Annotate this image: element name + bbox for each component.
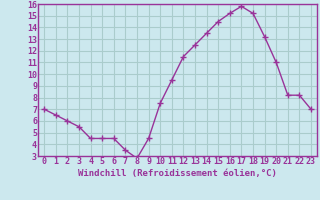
X-axis label: Windchill (Refroidissement éolien,°C): Windchill (Refroidissement éolien,°C) [78, 169, 277, 178]
